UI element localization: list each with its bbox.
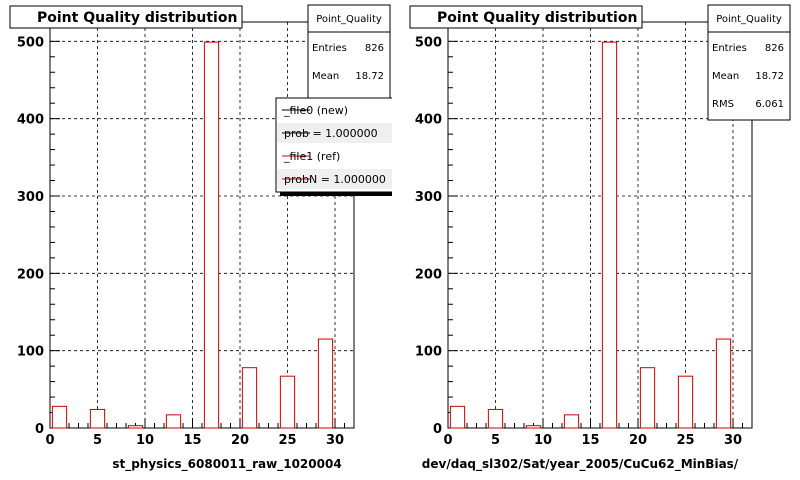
x-axis-label: st_physics_6080011_raw_1020004	[112, 457, 341, 472]
bar	[563, 414, 580, 429]
bar	[241, 367, 258, 429]
chart-title-box	[9, 5, 243, 29]
legend-row-bg	[277, 123, 393, 143]
stats-value: 6.061	[755, 99, 784, 110]
x-tick-label: 15	[581, 433, 599, 448]
chart-title: Point Quality distribution	[437, 10, 637, 26]
bar	[279, 375, 296, 429]
stats-box	[707, 4, 791, 121]
chart-title-box	[409, 5, 643, 29]
bar	[317, 338, 334, 429]
chart-title: Point Quality distribution	[37, 10, 237, 26]
x-tick-label: 0	[443, 433, 452, 448]
stats-label: Mean	[312, 71, 339, 82]
x-tick-label: 5	[93, 433, 102, 448]
y-tick-label: 300	[17, 190, 44, 205]
bar	[525, 425, 542, 429]
stats-title: Point_Quality	[316, 14, 382, 25]
bar	[677, 375, 694, 429]
y-tick-label: 400	[17, 113, 44, 128]
bar	[127, 425, 144, 429]
x-tick-label: 25	[278, 433, 296, 448]
plot-frame	[447, 21, 753, 429]
legend-label: probN = 1.000000	[284, 173, 386, 186]
stats-title: Point_Quality	[716, 14, 782, 25]
legend-label: _file1 (ref)	[283, 150, 340, 163]
legend-label: prob = 1.000000	[284, 127, 378, 140]
x-axis-label: dev/daq_sl302/Sat/year_2005/CuCu62_MinBi…	[422, 457, 739, 472]
x-tick-label: 10	[136, 433, 154, 448]
y-tick-label: 200	[415, 267, 442, 282]
bar	[51, 405, 68, 429]
legend-row-bg	[277, 169, 393, 189]
legend-label: _file0 (new)	[283, 104, 348, 117]
y-tick-label: 0	[433, 422, 442, 437]
stats-box	[307, 4, 391, 111]
y-tick-label: 200	[17, 267, 44, 282]
y-tick-label: 500	[415, 35, 442, 50]
bar	[639, 367, 656, 429]
y-tick-label: 400	[415, 113, 442, 128]
bar	[89, 408, 106, 429]
y-tick-label: 300	[415, 190, 442, 205]
stats-label: Mean	[712, 71, 739, 82]
legend-clip	[392, 96, 402, 200]
stats-value: 826	[365, 43, 384, 54]
y-tick-label: 0	[35, 422, 44, 437]
y-tick-label: 100	[17, 345, 44, 360]
x-tick-label: 30	[724, 433, 742, 448]
x-tick-label: 5	[491, 433, 500, 448]
x-tick-label: 15	[183, 433, 201, 448]
bar	[715, 338, 732, 429]
bar	[203, 41, 220, 429]
y-tick-label: 500	[17, 35, 44, 50]
stats-label: Entries	[712, 43, 747, 54]
plot-frame	[49, 21, 355, 429]
stats-value: 826	[765, 43, 784, 54]
y-tick-label: 100	[415, 345, 442, 360]
x-tick-label: 30	[326, 433, 344, 448]
x-tick-label: 20	[231, 433, 249, 448]
legend: _file0 (new) prob = 1.000000 _file1 (ref) p…	[275, 96, 402, 200]
stats-value: 18.72	[355, 71, 384, 82]
stats-label: RMS	[712, 99, 734, 110]
bar	[601, 41, 618, 429]
stats-value: 18.72	[755, 71, 784, 82]
x-tick-label: 20	[629, 433, 647, 448]
stats-label: Entries	[312, 43, 347, 54]
bar	[165, 414, 182, 429]
x-tick-label: 10	[534, 433, 552, 448]
bar	[449, 405, 466, 429]
bar	[487, 408, 504, 429]
x-tick-label: 0	[45, 433, 54, 448]
x-tick-label: 25	[676, 433, 694, 448]
